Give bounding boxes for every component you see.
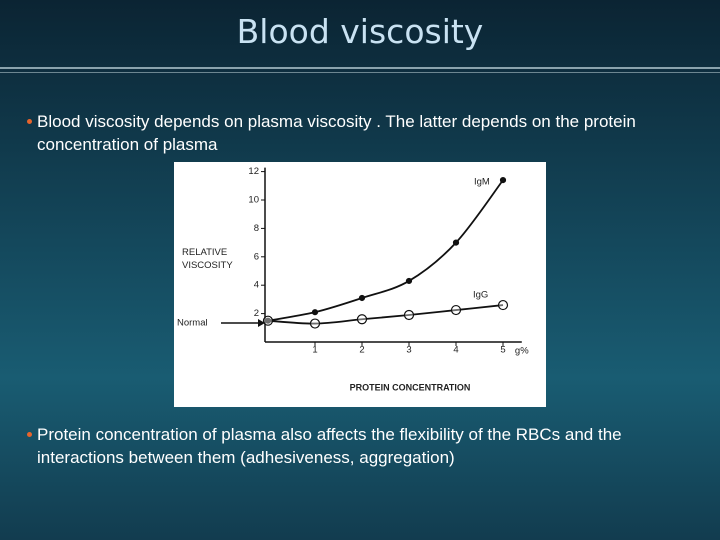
- divider: [0, 67, 720, 69]
- data-point: [450, 304, 462, 316]
- slide-title: Blood viscosity: [236, 12, 484, 51]
- x-tick-label: 4: [453, 345, 458, 356]
- x-axis-label: PROTEIN CONCENTRATION: [350, 382, 471, 392]
- data-point: [356, 314, 368, 325]
- bullet-dot: [27, 119, 32, 124]
- data-point: [309, 318, 321, 329]
- x-tick-label: 5: [500, 345, 505, 356]
- y-tick-label: 8: [254, 223, 259, 234]
- x-tick-label: 1: [312, 345, 317, 356]
- data-point: [405, 277, 413, 285]
- y-tick-label: 12: [248, 166, 259, 177]
- series-label: IgG: [473, 290, 488, 301]
- data-point: [497, 299, 509, 311]
- x-unit: g%: [515, 346, 529, 357]
- y-tick-label: 6: [254, 251, 259, 262]
- annotation-arrowhead: [258, 319, 265, 327]
- y-tick-label: 2: [254, 308, 259, 319]
- annotation: Normal: [177, 318, 208, 329]
- bullet-text: Blood viscosity depends on plasma viscos…: [37, 112, 636, 154]
- x-tick-label: 2: [359, 345, 364, 356]
- bullet-dot: [27, 432, 32, 437]
- series-label: IgM: [474, 177, 490, 188]
- data-point: [452, 239, 460, 246]
- bullet-item: Blood viscosity depends on plasma viscos…: [27, 110, 697, 156]
- data-point: [358, 294, 366, 302]
- data-point: [262, 315, 274, 326]
- bullet-item: Protein concentration of plasma also aff…: [27, 423, 697, 469]
- y-tick-label: 4: [254, 280, 259, 291]
- y-axis-label: RELATIVE VISCOSITY: [182, 247, 233, 271]
- bullet-text: Protein concentration of plasma also aff…: [37, 425, 622, 467]
- x-tick-label: 3: [406, 345, 411, 356]
- data-point: [403, 309, 415, 321]
- chart-image: 2 4 6 8 10 12 1 2 3 4 5 g% PROTEIN CONCENTRATION IgM I…: [174, 162, 546, 407]
- data-point: [311, 309, 319, 316]
- divider: [0, 72, 720, 73]
- data-point: [499, 177, 507, 184]
- series-line: [267, 179, 504, 322]
- y-tick-label: 10: [248, 195, 259, 206]
